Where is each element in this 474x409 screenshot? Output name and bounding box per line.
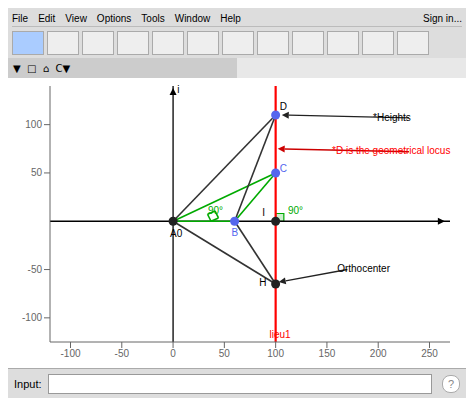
html-text:File: File bbox=[12, 12, 29, 24]
html-text:Input:: Input: bbox=[14, 377, 42, 390]
html-text:Help: Help bbox=[220, 12, 241, 24]
svg-text:50: 50 bbox=[31, 167, 43, 178]
svg-text:A0: A0 bbox=[170, 228, 183, 239]
svg-text:-50: -50 bbox=[115, 348, 130, 359]
svg-text:90°: 90° bbox=[208, 205, 223, 216]
html-text:Options: Options bbox=[96, 12, 132, 24]
svg-text:-100: -100 bbox=[61, 348, 81, 359]
svg-text:I: I bbox=[262, 207, 265, 218]
svg-text:0: 0 bbox=[170, 348, 176, 359]
html-text:Edit: Edit bbox=[38, 12, 56, 24]
svg-text:100: 100 bbox=[25, 119, 42, 130]
svg-text:B: B bbox=[232, 227, 239, 238]
svg-text:90°: 90° bbox=[288, 205, 303, 216]
svg-text:lieu1: lieu1 bbox=[269, 329, 291, 340]
svg-text:D: D bbox=[280, 101, 287, 112]
svg-text:100: 100 bbox=[267, 348, 284, 359]
svg-text:250: 250 bbox=[421, 348, 438, 359]
svg-text:Orthocenter: Orthocenter bbox=[337, 263, 390, 274]
svg-text:150: 150 bbox=[319, 348, 336, 359]
svg-text:200: 200 bbox=[370, 348, 387, 359]
html-text:Tools: Tools bbox=[141, 12, 165, 24]
html-text:▼ □ ⌂ C▼: ▼ □ ⌂ C▼ bbox=[13, 62, 71, 74]
html-text:Window: Window bbox=[174, 12, 211, 24]
html-text:Sign in...: Sign in... bbox=[423, 12, 462, 24]
svg-text:*D is the geometrical locus: *D is the geometrical locus bbox=[332, 145, 450, 156]
svg-text:C: C bbox=[280, 163, 287, 174]
html-text:View: View bbox=[65, 12, 87, 24]
svg-text:i: i bbox=[177, 84, 179, 95]
svg-text:-50: -50 bbox=[28, 264, 43, 275]
svg-text:-100: -100 bbox=[22, 312, 42, 323]
svg-text:50: 50 bbox=[219, 348, 231, 359]
svg-text:*Heights: *Heights bbox=[373, 112, 411, 123]
svg-text:H: H bbox=[259, 277, 266, 288]
